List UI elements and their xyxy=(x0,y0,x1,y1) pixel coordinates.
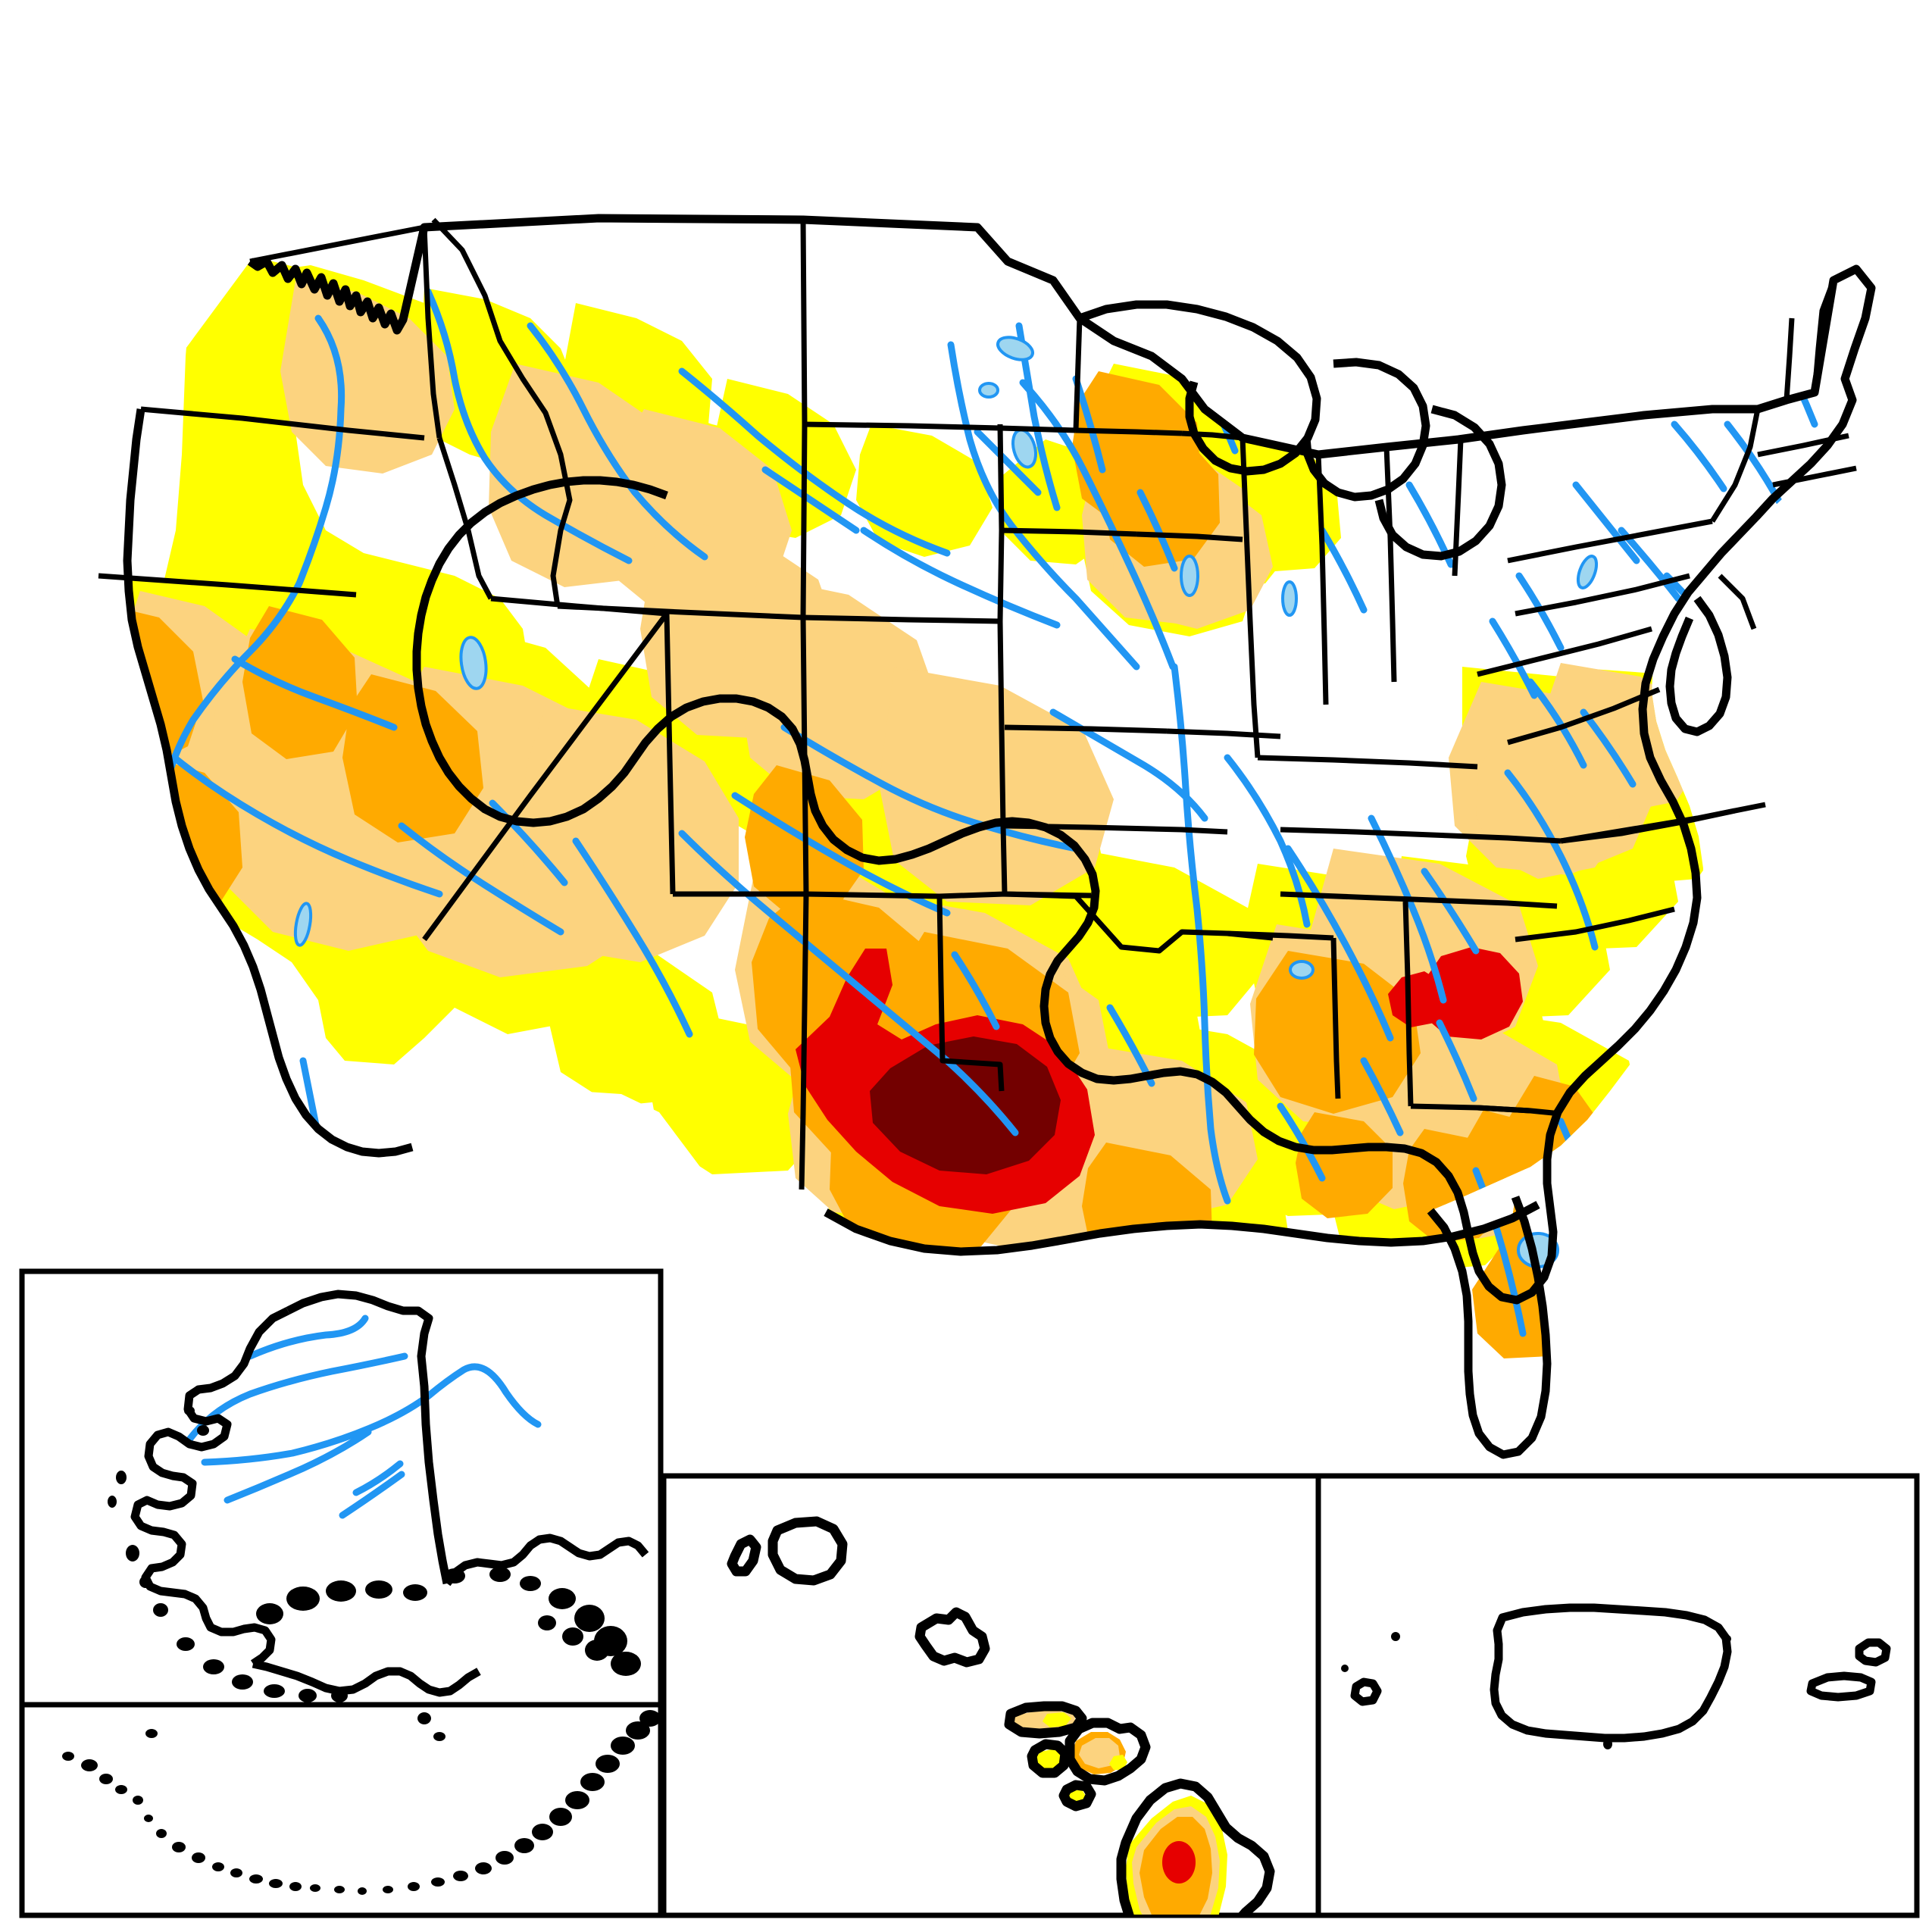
hawaii-outlines xyxy=(727,1516,1275,1915)
puerto-rico-frame xyxy=(1315,1473,1920,1918)
alaska-islands xyxy=(108,1406,641,1702)
hawaii-drought-maui xyxy=(1071,1732,1127,1774)
aleutians-panel xyxy=(19,1702,664,1918)
conus-coastline xyxy=(123,214,1876,1459)
drought-class-d4 xyxy=(870,1036,1061,1174)
hawaii-content xyxy=(727,1516,1275,1915)
puerto-rico-islets xyxy=(1341,1632,1731,1749)
puerto-rico-panel xyxy=(1315,1473,1920,1918)
conus-lakes xyxy=(293,336,1599,1268)
hawaii-drought-lanai xyxy=(1035,1749,1062,1771)
alaska-rivers xyxy=(186,1315,542,1519)
puerto-rico-content xyxy=(1341,1603,1891,1749)
alaska-content xyxy=(108,1290,649,1702)
aleutians-frame xyxy=(19,1702,664,1918)
hawaii-drought-bigisland xyxy=(1126,1796,1227,1915)
hawaii-drought-molokai xyxy=(1011,1711,1076,1730)
puerto-rico-outlines xyxy=(1350,1603,1891,1743)
aleutian-islands xyxy=(62,1710,658,1895)
